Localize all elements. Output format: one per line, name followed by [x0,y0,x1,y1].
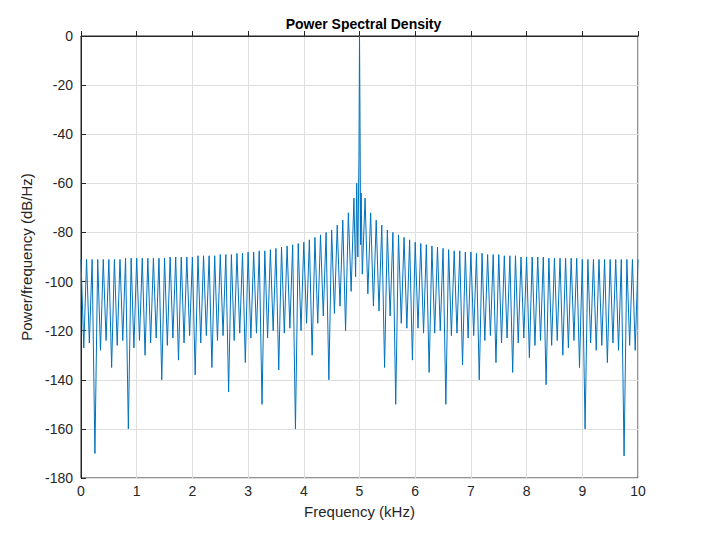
svg-text:Frequency (kHz): Frequency (kHz) [304,503,415,520]
svg-text:0: 0 [65,28,73,44]
svg-text:-80: -80 [53,224,73,240]
svg-text:8: 8 [523,483,531,499]
svg-text:-180: -180 [45,470,73,486]
svg-text:3: 3 [244,483,252,499]
svg-text:7: 7 [467,483,475,499]
svg-text:Power/frequency (dB/Hz): Power/frequency (dB/Hz) [18,173,35,341]
svg-text:-100: -100 [45,274,73,290]
svg-text:1: 1 [133,483,141,499]
svg-text:-20: -20 [53,77,73,93]
svg-text:5: 5 [356,483,364,499]
svg-text:-60: -60 [53,175,73,191]
svg-text:-140: -140 [45,372,73,388]
svg-text:Power Spectral Density: Power Spectral Density [286,16,442,32]
svg-text:2: 2 [189,483,197,499]
svg-text:0: 0 [77,483,85,499]
svg-text:4: 4 [300,483,308,499]
svg-text:9: 9 [578,483,586,499]
svg-text:-120: -120 [45,323,73,339]
svg-text:10: 10 [630,483,646,499]
svg-text:-40: -40 [53,126,73,142]
svg-text:-160: -160 [45,421,73,437]
svg-text:6: 6 [411,483,419,499]
